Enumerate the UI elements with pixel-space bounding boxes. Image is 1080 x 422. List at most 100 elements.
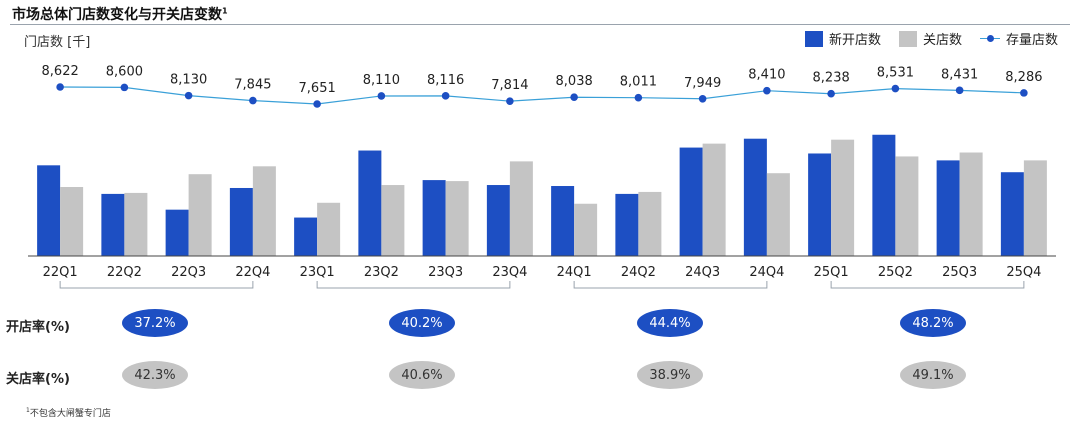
stock-point-23Q3 — [441, 92, 450, 100]
bar-new-25Q4 — [1000, 172, 1024, 256]
legend-label-new: 新开店数 — [828, 33, 881, 48]
x-tick-label: 23Q2 — [364, 265, 399, 280]
stock-point-22Q3 — [184, 91, 193, 100]
x-tick-label: 24Q4 — [749, 265, 784, 280]
chart-title: 市场总体门店数变化与开关店变数1 — [12, 4, 228, 24]
open-rate-2025: 48.2% — [900, 309, 966, 337]
stock-point-24Q2 — [634, 93, 643, 102]
x-tick-label: 25Q2 — [878, 265, 913, 280]
x-tick-label: 22Q2 — [107, 265, 142, 280]
y-axis-unit-label: 门店数 [千] — [24, 35, 91, 50]
legend-label-closed: 关店数 — [922, 33, 962, 48]
stock-data-label: 8,431 — [941, 67, 978, 82]
bar-closed-22Q1 — [60, 187, 84, 256]
bar-new-25Q3 — [936, 160, 960, 256]
bar-new-22Q3 — [165, 209, 189, 256]
bar-new-24Q3 — [679, 147, 703, 256]
bar-closed-25Q3 — [959, 152, 983, 256]
open-rate-2024: 44.4% — [637, 309, 703, 337]
stock-data-label: 7,845 — [234, 78, 271, 93]
bar-new-25Q2 — [872, 134, 896, 256]
stock-point-25Q4 — [1020, 89, 1028, 97]
x-tick-label: 25Q3 — [942, 265, 977, 280]
stock-data-label: 8,238 — [813, 71, 850, 86]
legend-item-stock: 存量店数 — [979, 29, 1058, 48]
bar-closed-23Q1 — [317, 202, 341, 256]
close-rate-2025: 49.1% — [900, 361, 966, 389]
stock-data-label: 8,410 — [748, 68, 785, 83]
bar-new-24Q4 — [743, 138, 767, 256]
bar-new-24Q1 — [551, 186, 575, 256]
bar-new-22Q4 — [229, 187, 253, 256]
bar-closed-25Q4 — [1023, 160, 1047, 256]
stock-data-label: 8,011 — [620, 75, 657, 90]
stock-data-label: 8,531 — [877, 66, 914, 81]
stock-data-label: 8,110 — [363, 73, 400, 88]
stock-data-label: 8,130 — [170, 73, 207, 88]
x-tick-label: 24Q1 — [557, 265, 592, 280]
close-rate-2024: 38.9% — [637, 361, 703, 389]
bar-closed-22Q2 — [124, 192, 148, 256]
bar-closed-23Q2 — [381, 185, 405, 256]
bar-closed-24Q3 — [702, 143, 726, 256]
bar-new-23Q2 — [358, 150, 382, 256]
legend-swatch-stock — [979, 31, 1000, 47]
stock-data-label: 8,622 — [42, 64, 79, 79]
stock-data-label: 8,116 — [427, 73, 464, 88]
stock-point-25Q2 — [891, 84, 900, 93]
open-rate-2023: 40.2% — [389, 309, 455, 337]
year-bracket-2023 — [316, 281, 511, 289]
bar-new-23Q4 — [486, 185, 510, 256]
bar-new-22Q2 — [101, 193, 125, 256]
x-tick-label: 22Q4 — [235, 265, 270, 280]
stock-point-24Q3 — [698, 94, 707, 103]
close-rate-row-label: 关店率(%) — [6, 372, 70, 387]
legend-swatch-closed — [898, 30, 917, 47]
year-bracket-2024 — [573, 281, 768, 289]
stock-point-25Q3 — [955, 86, 964, 95]
stock-data-label: 7,814 — [491, 78, 528, 93]
stock-data-label: 7,949 — [684, 76, 721, 91]
footnote: 1不包含大闸蟹专门店 — [26, 406, 111, 419]
x-tick-label: 23Q4 — [492, 265, 527, 280]
stock-point-23Q4 — [506, 97, 514, 105]
bar-closed-24Q1 — [574, 203, 598, 256]
stock-point-23Q1 — [313, 100, 321, 108]
bar-closed-25Q1 — [831, 139, 855, 256]
stock-point-23Q2 — [377, 92, 386, 100]
legend: 新开店数 关店数 存量店数 — [804, 29, 1058, 48]
legend-swatch-new — [804, 30, 823, 47]
bar-closed-23Q3 — [445, 181, 469, 256]
legend-item-closed: 关店数 — [898, 29, 962, 48]
bar-closed-22Q4 — [252, 166, 276, 256]
bar-new-23Q1 — [294, 217, 318, 256]
stock-point-22Q1 — [56, 83, 64, 91]
stock-point-24Q1 — [570, 93, 578, 102]
stock-point-24Q4 — [763, 86, 771, 95]
bar-closed-25Q2 — [895, 156, 919, 256]
stock-point-22Q4 — [249, 96, 257, 105]
bar-closed-24Q2 — [638, 191, 662, 256]
bar-closed-23Q4 — [509, 161, 533, 256]
x-tick-label: 24Q3 — [685, 265, 720, 280]
store-count-chart: 22Q1 22Q2 22Q3 22Q4 23Q1 23Q2 23Q3 23Q4 24Q1 24Q2… — [28, 64, 1056, 289]
title-divider — [10, 24, 1070, 25]
bar-new-24Q2 — [615, 193, 639, 256]
stock-point-25Q1 — [827, 89, 835, 98]
bar-new-22Q1 — [37, 165, 61, 256]
open-rate-row-label: 开店率(%) — [6, 320, 70, 335]
x-tick-label: 25Q1 — [814, 265, 849, 280]
close-rate-2023: 40.6% — [389, 361, 455, 389]
series-line-stock — [60, 86, 1024, 105]
year-bracket-2025 — [830, 281, 1025, 289]
bar-new-25Q1 — [808, 153, 832, 256]
x-tick-label: 23Q3 — [428, 265, 463, 280]
footnote-mark: 1 — [26, 407, 30, 414]
x-tick-label: 22Q1 — [43, 265, 78, 280]
stock-data-label: 8,600 — [106, 64, 143, 79]
stock-point-22Q2 — [120, 83, 129, 92]
x-tick-label: 25Q4 — [1006, 265, 1041, 280]
legend-item-new: 新开店数 — [804, 29, 881, 48]
x-tick-label: 23Q1 — [300, 265, 335, 280]
footnote-text: 不包含大闸蟹专门店 — [29, 409, 111, 419]
